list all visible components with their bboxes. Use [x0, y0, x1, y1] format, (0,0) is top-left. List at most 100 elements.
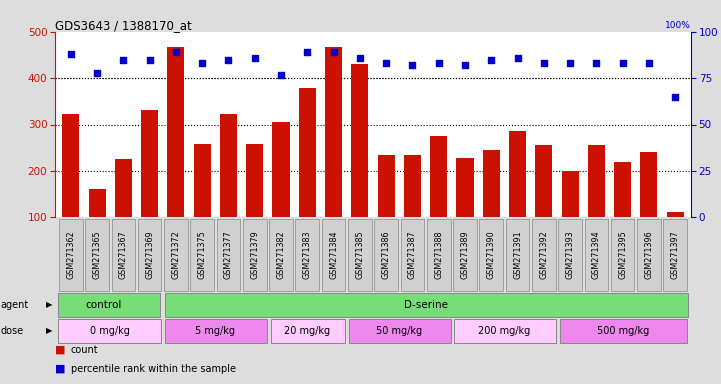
Point: [617, 60, 629, 66]
Bar: [89, 189, 105, 263]
Point: [670, 94, 681, 100]
Bar: [220, 114, 237, 263]
Text: dose: dose: [1, 326, 24, 336]
Text: GSM271382: GSM271382: [277, 230, 286, 279]
Bar: [456, 158, 474, 263]
Bar: [374, 218, 398, 291]
Bar: [505, 218, 529, 291]
Text: GSM271386: GSM271386: [381, 230, 391, 279]
Text: 200 mg/kg: 200 mg/kg: [478, 326, 531, 336]
Bar: [378, 155, 394, 263]
Text: GSM271394: GSM271394: [592, 230, 601, 279]
Text: GSM271390: GSM271390: [487, 230, 496, 279]
Bar: [270, 319, 345, 343]
Point: [170, 49, 182, 55]
Bar: [588, 145, 605, 263]
Bar: [58, 319, 162, 343]
Point: [301, 49, 313, 55]
Point: [275, 71, 287, 78]
Bar: [246, 144, 263, 263]
Point: [92, 70, 103, 76]
Bar: [85, 218, 109, 291]
Bar: [663, 218, 687, 291]
Point: [485, 57, 497, 63]
Bar: [141, 110, 158, 263]
Bar: [115, 159, 132, 263]
Bar: [58, 293, 160, 317]
Bar: [637, 218, 660, 291]
Text: GSM271387: GSM271387: [408, 230, 417, 279]
Text: GSM271383: GSM271383: [303, 230, 311, 279]
Point: [590, 60, 602, 66]
Bar: [273, 122, 290, 263]
Bar: [325, 47, 342, 263]
Text: count: count: [71, 345, 99, 355]
Text: GSM271388: GSM271388: [434, 230, 443, 279]
Bar: [322, 218, 345, 291]
Bar: [454, 319, 556, 343]
Bar: [351, 65, 368, 263]
Text: 100%: 100%: [665, 21, 691, 30]
Point: [144, 57, 156, 63]
Text: GSM271372: GSM271372: [172, 230, 180, 279]
Point: [328, 49, 340, 55]
Point: [381, 60, 392, 66]
Bar: [404, 155, 421, 263]
Text: GSM271362: GSM271362: [66, 230, 75, 279]
Text: GSM271395: GSM271395: [618, 230, 627, 279]
Point: [538, 60, 549, 66]
Bar: [243, 218, 267, 291]
Bar: [532, 218, 556, 291]
Bar: [296, 218, 319, 291]
Bar: [62, 114, 79, 263]
Text: GSM271392: GSM271392: [539, 230, 549, 279]
Text: GSM271379: GSM271379: [250, 230, 260, 279]
Text: GSM271384: GSM271384: [329, 230, 338, 279]
Bar: [138, 218, 162, 291]
Text: GSM271391: GSM271391: [513, 230, 522, 279]
Point: [354, 55, 366, 61]
Bar: [194, 144, 211, 263]
Text: 5 mg/kg: 5 mg/kg: [195, 326, 235, 336]
Text: 500 mg/kg: 500 mg/kg: [596, 326, 649, 336]
Bar: [667, 212, 684, 263]
Bar: [298, 88, 316, 263]
Bar: [558, 218, 582, 291]
Text: ▶: ▶: [46, 326, 53, 336]
Text: GSM271397: GSM271397: [671, 230, 680, 279]
Bar: [562, 171, 579, 263]
Text: GSM271396: GSM271396: [645, 230, 653, 279]
Bar: [509, 131, 526, 263]
Bar: [559, 319, 687, 343]
Text: 0 mg/kg: 0 mg/kg: [90, 326, 130, 336]
Bar: [479, 218, 503, 291]
Bar: [112, 218, 135, 291]
Text: 20 mg/kg: 20 mg/kg: [284, 326, 330, 336]
Point: [459, 62, 471, 68]
Point: [512, 55, 523, 61]
Text: GSM271365: GSM271365: [92, 230, 102, 279]
Point: [565, 60, 576, 66]
Bar: [614, 162, 631, 263]
Text: GSM271377: GSM271377: [224, 230, 233, 279]
Text: GSM271389: GSM271389: [461, 230, 469, 279]
Bar: [585, 218, 609, 291]
Text: GSM271369: GSM271369: [145, 230, 154, 279]
Text: ■: ■: [55, 364, 66, 374]
Bar: [611, 218, 634, 291]
Text: agent: agent: [1, 300, 29, 310]
Bar: [535, 145, 552, 263]
Bar: [190, 218, 214, 291]
Point: [407, 62, 418, 68]
Bar: [165, 293, 689, 317]
Bar: [483, 150, 500, 263]
Text: GSM271393: GSM271393: [565, 230, 575, 279]
Text: ■: ■: [55, 345, 66, 355]
Text: GSM271375: GSM271375: [198, 230, 207, 279]
Bar: [269, 218, 293, 291]
Bar: [454, 218, 477, 291]
Point: [65, 51, 76, 57]
Point: [433, 60, 444, 66]
Text: GDS3643 / 1388170_at: GDS3643 / 1388170_at: [55, 20, 192, 32]
Bar: [401, 218, 424, 291]
